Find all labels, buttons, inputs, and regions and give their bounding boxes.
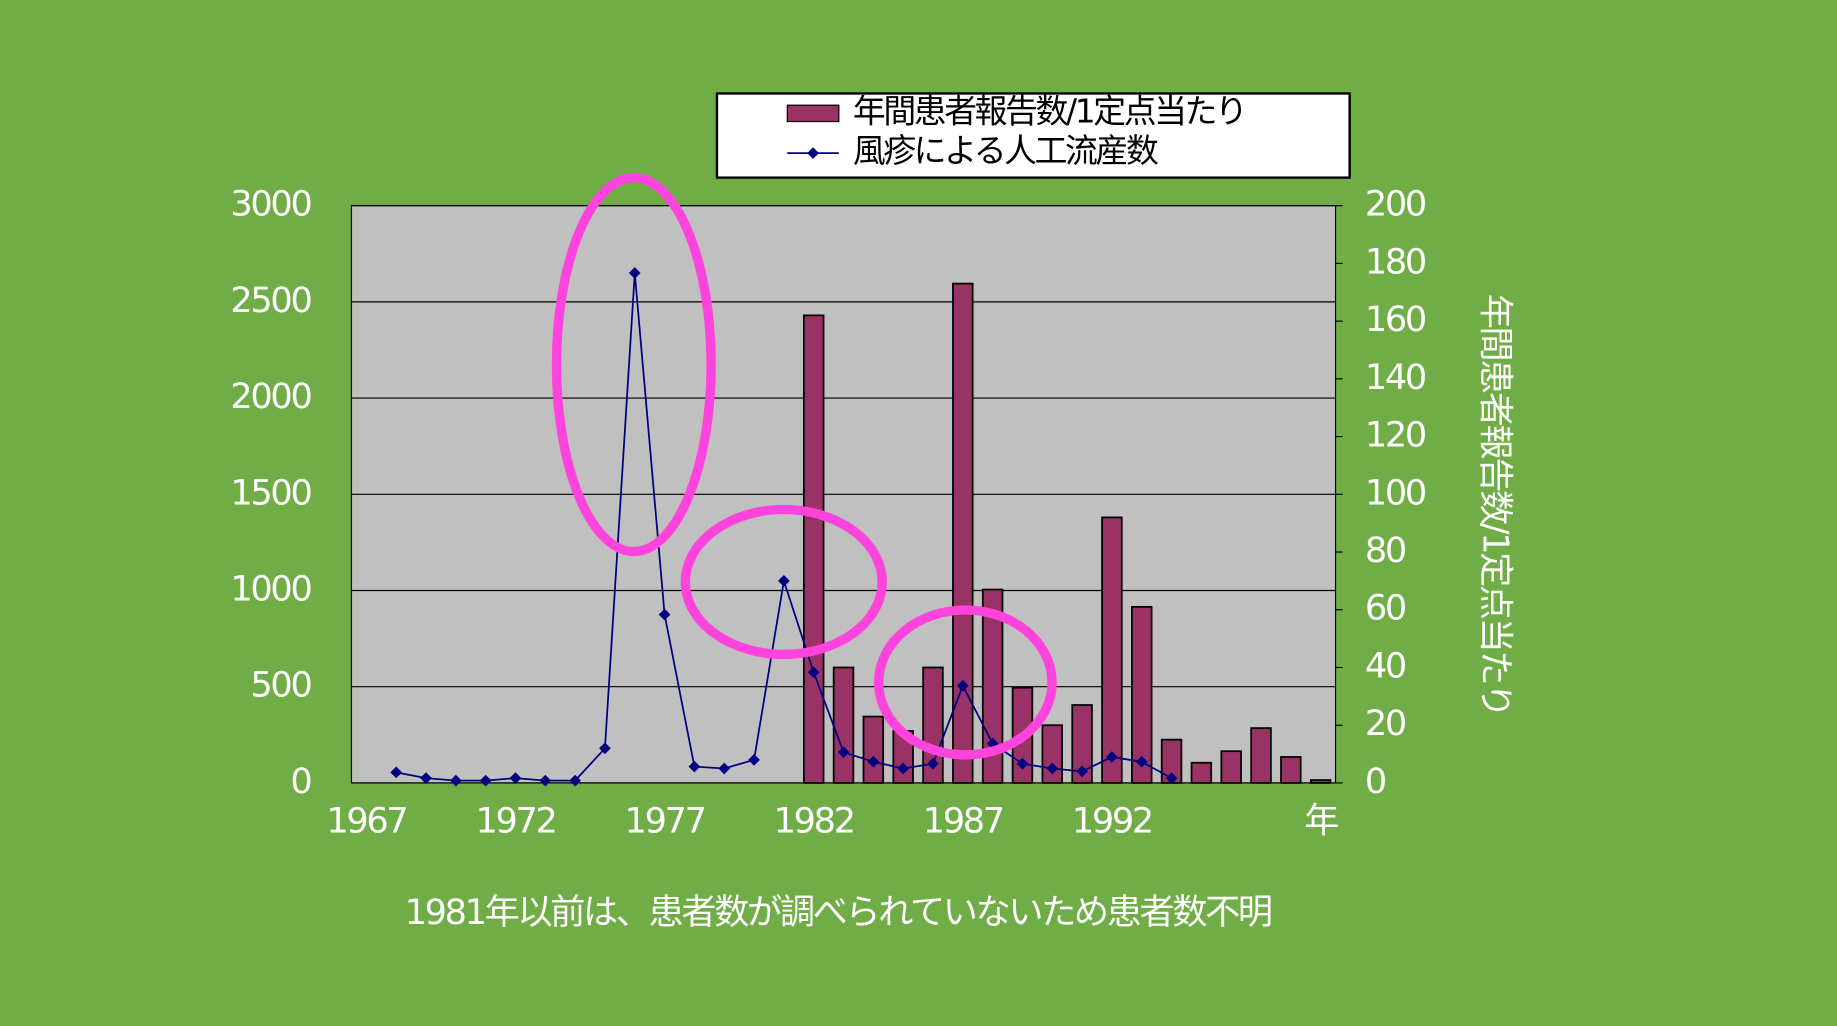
bar — [1220, 750, 1242, 784]
y2-axis-label: 年間患者報告数/1定点当たり — [1475, 294, 1516, 716]
bar — [832, 666, 855, 784]
legend-swatch — [786, 104, 840, 123]
bar — [1101, 516, 1123, 784]
bar — [952, 282, 974, 784]
line-marker — [599, 742, 611, 755]
highlight-ellipse — [551, 172, 716, 557]
highlight-ellipse — [680, 504, 887, 660]
line-marker — [956, 679, 969, 692]
y2-tick-label: 60 — [1365, 588, 1405, 629]
y2-tick-label: 20 — [1365, 703, 1405, 744]
y-tick-label: 500 — [250, 665, 310, 706]
line-marker — [688, 760, 701, 773]
y-tick-label: 1000 — [230, 569, 310, 610]
line-marker — [479, 774, 492, 787]
x-tick-label: 1972 — [475, 801, 555, 842]
line-marker — [420, 772, 432, 784]
line-marker — [390, 766, 403, 779]
y2-tick-label: 0 — [1365, 761, 1385, 802]
line-marker — [1106, 751, 1118, 763]
legend-label: 風疹による人工流産数 — [853, 132, 1158, 170]
y-tick-label: 0 — [290, 761, 310, 802]
line-marker — [449, 774, 462, 787]
x-tick-label: 1982 — [774, 801, 854, 842]
line-marker — [718, 762, 731, 775]
bar — [802, 314, 825, 784]
x-tick-label: 1992 — [1072, 801, 1152, 842]
y-tick-label: 1500 — [230, 472, 310, 513]
line-marker — [1135, 755, 1148, 768]
legend-label: 年間患者報告数/1定点当たり — [853, 92, 1246, 130]
bar — [1071, 704, 1093, 784]
line-marker — [1046, 762, 1059, 775]
y-tick-label: 3000 — [230, 184, 310, 225]
line-marker — [569, 774, 581, 787]
legend-swatch — [807, 147, 819, 159]
bar — [862, 715, 885, 784]
x-tick-label: 1967 — [326, 801, 406, 842]
line-marker — [897, 762, 910, 775]
y2-tick-label: 40 — [1365, 646, 1405, 687]
line-marker — [539, 774, 552, 787]
y2-tick-label: 140 — [1365, 357, 1425, 398]
bar — [1131, 605, 1153, 784]
bar — [1280, 756, 1302, 784]
line-marker — [748, 754, 760, 766]
y2-tick-label: 80 — [1365, 530, 1405, 571]
line-marker — [628, 267, 641, 279]
bar — [1250, 727, 1272, 784]
line-marker — [509, 772, 522, 784]
x-tick-label: 1987 — [923, 801, 1003, 842]
bar — [1309, 779, 1332, 784]
y2-tick-label: 100 — [1365, 472, 1425, 513]
y-tick-label: 2000 — [230, 376, 310, 417]
y2-tick-label: 180 — [1365, 241, 1425, 282]
y2-tick-label: 160 — [1365, 299, 1425, 340]
x-tick-label: 年 — [1304, 801, 1338, 842]
highlight-ellipse — [873, 605, 1057, 760]
y2-tick-label: 120 — [1365, 415, 1425, 456]
footnote: 1981年以前は、患者数が調べられていないため患者数不明 — [405, 892, 1271, 933]
y2-tick-label: 200 — [1365, 184, 1425, 225]
x-tick-label: 1977 — [625, 801, 705, 842]
y-tick-label: 2500 — [230, 280, 310, 321]
bar — [1190, 761, 1213, 784]
line-marker — [867, 755, 880, 768]
